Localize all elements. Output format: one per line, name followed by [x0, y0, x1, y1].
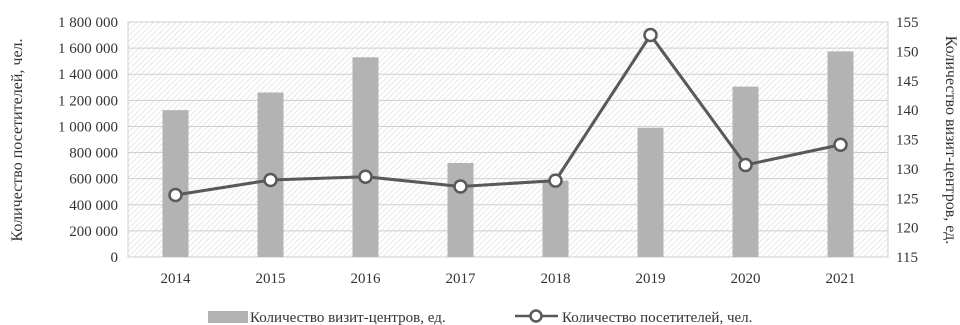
bar — [637, 127, 664, 257]
line-series — [168, 27, 848, 203]
line-point — [168, 187, 183, 203]
right-tick-label: 145 — [896, 74, 919, 90]
legend: Количество визит-центров, ед. Количество… — [208, 309, 752, 325]
bar — [447, 163, 474, 257]
right-tick-label: 140 — [896, 103, 919, 119]
legend-line-marker — [529, 309, 543, 323]
right-tick-label: 150 — [896, 44, 919, 60]
bar — [162, 110, 189, 257]
plot-area — [127, 21, 889, 258]
left-tick-label: 800 000 — [69, 146, 118, 162]
x-tick-label: 2021 — [826, 271, 856, 287]
bar — [352, 57, 379, 257]
left-tick-label: 1 200 000 — [58, 93, 118, 109]
line-point — [453, 179, 468, 194]
line-point — [358, 169, 373, 184]
x-tick-label: 2020 — [731, 271, 761, 287]
legend-line-label: Количество посетителей, чел. — [562, 310, 752, 325]
line-point — [548, 173, 563, 188]
bar-series — [162, 51, 854, 257]
legend-bar-swatch — [208, 311, 248, 323]
right-tick-label: 135 — [896, 133, 919, 149]
left-tick-label: 1 600 000 — [58, 41, 118, 57]
x-tick-label: 2014 — [161, 271, 192, 287]
left-tick-label: 1 000 000 — [58, 119, 118, 135]
left-tick-label: 200 000 — [69, 224, 118, 240]
left-tick-label: 0 — [111, 250, 119, 266]
line-path — [175, 32, 841, 197]
left-tick-label: 400 000 — [69, 198, 118, 214]
left-axis-ticks: 0 200 000 400 000 600 000 800 000 1 000 000 1 … — [58, 15, 118, 266]
legend-bar-label: Количество визит-центров, ед. — [250, 310, 446, 325]
right-axis-title: Количество визит-центров, ед. — [942, 36, 959, 245]
line-point — [263, 172, 278, 188]
left-tick-label: 1 400 000 — [58, 67, 118, 83]
line-point — [833, 137, 848, 152]
x-tick-label: 2017 — [446, 271, 477, 287]
line-point — [643, 27, 658, 43]
right-tick-label: 120 — [896, 221, 919, 237]
left-axis-title: Количество посетителей, чел. — [9, 38, 26, 241]
x-tick-label: 2018 — [541, 271, 571, 287]
left-tick-label: 1 800 000 — [58, 15, 118, 31]
right-tick-label: 125 — [896, 191, 919, 207]
x-axis-ticks: 2014 2015 2016 2017 2018 2019 2020 2021 — [161, 271, 856, 287]
x-tick-label: 2015 — [256, 271, 286, 287]
bar — [827, 51, 854, 257]
right-axis-ticks: 115 120 125 130 135 140 145 150 155 — [896, 15, 919, 266]
left-tick-label: 600 000 — [69, 172, 118, 188]
bar — [542, 180, 569, 257]
right-tick-label: 130 — [896, 162, 919, 178]
line-point — [738, 157, 753, 173]
gridlines — [128, 21, 888, 258]
right-tick-label: 155 — [896, 15, 919, 31]
right-tick-label: 115 — [896, 250, 918, 266]
x-tick-label: 2016 — [351, 271, 382, 287]
x-tick-label: 2019 — [636, 271, 666, 287]
